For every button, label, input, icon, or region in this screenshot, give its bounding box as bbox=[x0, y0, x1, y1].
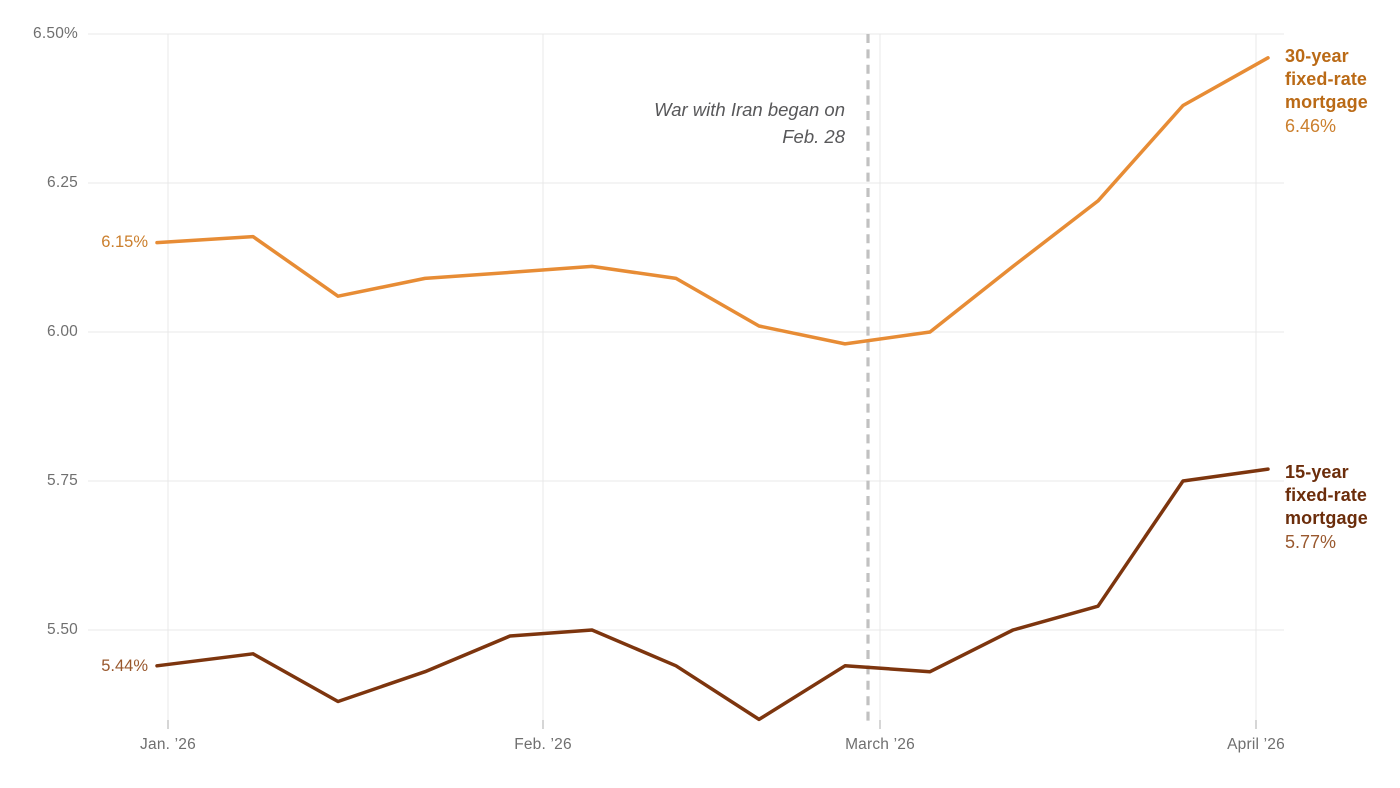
line-15-year-mortgage bbox=[155, 467, 1270, 722]
vertical-gridlines bbox=[167, 34, 1257, 729]
legend-30-year-name-line2: fixed-rate bbox=[1285, 69, 1368, 89]
legend-30-year-name-line3: mortgage bbox=[1285, 92, 1368, 112]
legend-15-year-name-line1: 15-year bbox=[1285, 462, 1349, 482]
horizontal-gridlines bbox=[88, 33, 1284, 631]
y-axis-label-575: 5.75 bbox=[47, 472, 78, 489]
start-value-30-year: 6.15% bbox=[101, 233, 148, 251]
event-annotation: War with Iran began on Feb. 28 bbox=[525, 97, 845, 150]
x-axis-label-april: April ’26 bbox=[1227, 736, 1285, 753]
start-value-15-year: 5.44% bbox=[101, 657, 148, 675]
x-axis-label-feb: Feb. ’26 bbox=[514, 736, 572, 753]
legend-15-year-current-value: 5.77% bbox=[1285, 532, 1337, 552]
y-axis-label-550: 5.50 bbox=[47, 621, 78, 638]
legend-15-year-name-line3: mortgage bbox=[1285, 508, 1368, 528]
event-annotation-line2: Feb. 28 bbox=[782, 125, 845, 147]
y-axis-label-650: 6.50% bbox=[33, 25, 78, 42]
x-axis-label-march: March ’26 bbox=[845, 736, 915, 753]
legend-15-year-name-line2: fixed-rate bbox=[1285, 485, 1368, 505]
legend-15-year-mortgage: 15-year fixed-rate mortgage 5.77% bbox=[1285, 461, 1397, 554]
legend-30-year-current-value: 6.46% bbox=[1285, 116, 1337, 136]
line-30-year-mortgage bbox=[155, 56, 1270, 346]
y-axis-label-600: 6.00 bbox=[47, 323, 78, 340]
event-annotation-line1: War with Iran began on bbox=[654, 99, 845, 120]
y-axis-label-625: 6.25 bbox=[47, 174, 78, 191]
month-tick-marks bbox=[167, 720, 1257, 729]
x-axis-label-jan: Jan. ’26 bbox=[140, 736, 196, 753]
legend-30-year-mortgage: 30-year fixed-rate mortgage 6.46% bbox=[1285, 45, 1397, 138]
legend-30-year-name-line1: 30-year bbox=[1285, 46, 1349, 66]
